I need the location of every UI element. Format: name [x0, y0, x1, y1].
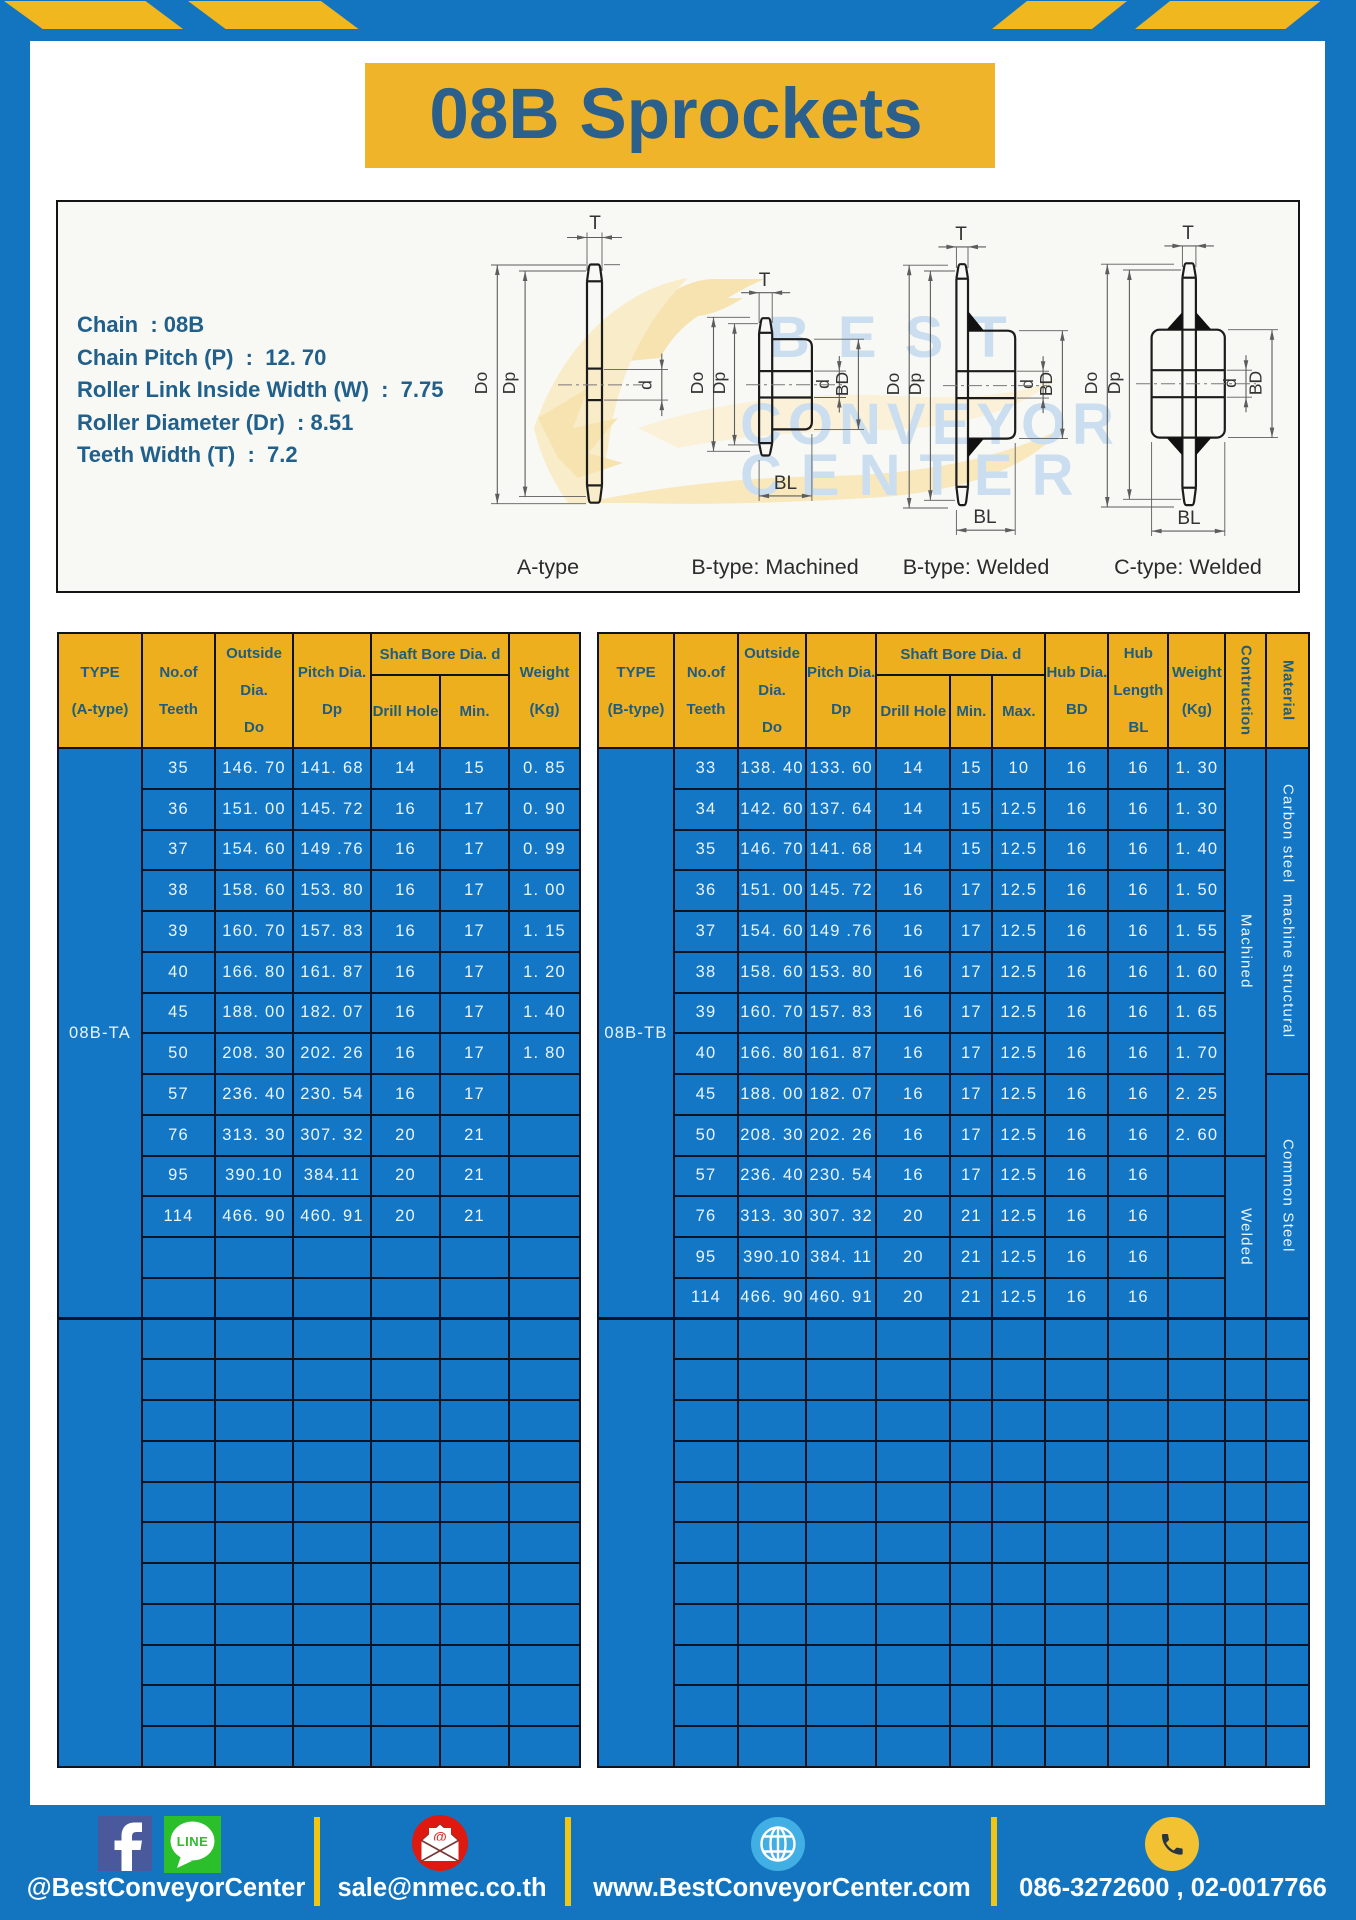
svg-text:Dp: Dp — [905, 373, 925, 395]
svg-text:CONVEYOR: CONVEYOR — [740, 392, 1120, 457]
svg-text:B-type: Welded: B-type: Welded — [903, 555, 1050, 579]
svg-text:T: T — [759, 270, 771, 291]
svg-text:C-type: Welded: C-type: Welded — [1114, 555, 1262, 579]
svg-text:T: T — [955, 224, 967, 245]
svg-text:BL: BL — [774, 473, 797, 494]
svg-text:BD: BD — [832, 372, 852, 396]
svg-text:Dp: Dp — [499, 372, 519, 394]
svg-text:LINE: LINE — [177, 1834, 209, 1849]
svg-text:Do: Do — [687, 372, 707, 394]
svg-text:CENTER: CENTER — [740, 443, 1092, 508]
svg-text:BL: BL — [1177, 508, 1200, 529]
svg-text:d: d — [1220, 378, 1240, 388]
svg-text:B-type: Machined: B-type: Machined — [691, 555, 858, 579]
svg-text:d: d — [636, 380, 656, 390]
svg-text:BL: BL — [973, 507, 996, 528]
svg-text:d: d — [1017, 379, 1037, 389]
svg-text:BD: BD — [1036, 372, 1056, 396]
svg-text:Dp: Dp — [709, 372, 729, 394]
svg-text:BD: BD — [1246, 371, 1266, 395]
svg-text:Dp: Dp — [1104, 372, 1124, 394]
svg-text:BEST: BEST — [768, 305, 1035, 370]
svg-text:d: d — [813, 379, 833, 389]
svg-text:Do: Do — [471, 372, 491, 394]
svg-text:T: T — [1182, 223, 1194, 244]
svg-text:Do: Do — [883, 373, 903, 395]
svg-text:Do: Do — [1081, 372, 1101, 394]
svg-text:A-type: A-type — [517, 555, 579, 579]
svg-text:T: T — [589, 213, 601, 234]
